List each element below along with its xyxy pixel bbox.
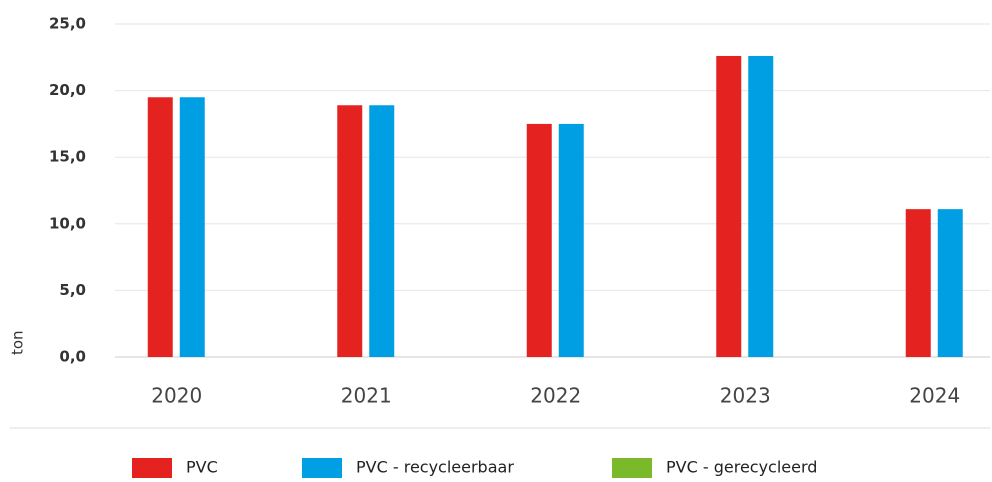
y-tick-label: 10,0	[49, 214, 86, 232]
y-tick-label: 15,0	[49, 148, 86, 166]
bar	[937, 209, 963, 357]
bar	[526, 123, 552, 358]
legend-swatch	[302, 458, 342, 478]
legend-label: PVC - recycleerbaar	[356, 458, 514, 477]
y-tick-label: 5,0	[59, 281, 86, 299]
y-tick-label: 0,0	[59, 348, 86, 366]
bar	[337, 105, 363, 357]
legend-label: PVC	[186, 458, 218, 477]
x-tick-label: 2021	[341, 384, 392, 408]
bar	[748, 55, 774, 358]
x-tick-label: 2020	[151, 384, 202, 408]
bar	[905, 209, 931, 357]
bar	[716, 55, 742, 358]
bar	[147, 97, 173, 357]
bar	[179, 97, 205, 357]
legend-label: PVC - gerecycleerd	[666, 458, 817, 477]
bar	[369, 105, 395, 357]
x-tick-label: 2024	[909, 384, 960, 408]
bar	[558, 123, 584, 358]
y-axis-label: ton	[9, 330, 27, 355]
x-tick-label: 2022	[530, 384, 581, 408]
y-tick-label: 20,0	[49, 81, 86, 99]
legend-swatch	[132, 458, 172, 478]
x-tick-label: 2023	[720, 384, 771, 408]
legend-swatch	[612, 458, 652, 478]
y-tick-label: 25,0	[49, 15, 86, 33]
